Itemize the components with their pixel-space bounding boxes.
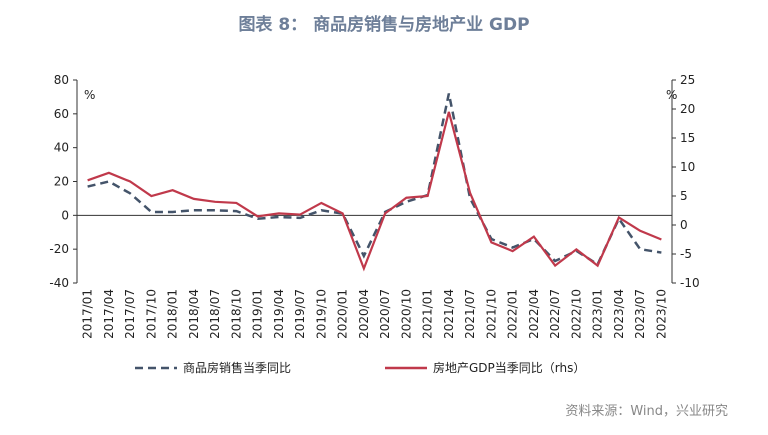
x-tick-label: 2019/07: [293, 289, 307, 339]
x-tick-label: 2022/01: [506, 289, 520, 339]
y-tick-label: 20: [54, 175, 69, 189]
x-tick-label: 2021/01: [421, 289, 435, 339]
x-tick-label: 2023/01: [591, 289, 605, 339]
x-tick-label: 2018/07: [208, 289, 222, 339]
x-tick-label: 2021/07: [463, 289, 477, 339]
y2-tick-label: -10: [680, 276, 700, 290]
y2-tick-label: 25: [680, 73, 695, 87]
y2-tick-label: -5: [680, 247, 692, 261]
y2-tick-label: 0: [680, 218, 688, 232]
y-tick-label: 0: [61, 208, 69, 222]
x-tick-label: 2023/07: [633, 289, 647, 339]
series-line: [87, 111, 662, 272]
x-tick-label: 2022/04: [527, 289, 541, 339]
x-tick-label: 2017/04: [102, 289, 116, 339]
x-tick-label: 2020/10: [399, 289, 413, 339]
y-tick-label: 60: [54, 107, 69, 121]
y-tick-label: -40: [49, 276, 69, 290]
legend-label: 房地产GDP当季同比（rhs）: [433, 360, 585, 375]
y-unit: %: [84, 88, 95, 102]
x-tick-label: 2017/07: [123, 289, 137, 339]
y2-tick-label: 10: [680, 160, 695, 174]
x-tick-label: 2018/04: [187, 289, 201, 339]
x-tick-label: 2019/04: [272, 289, 286, 339]
x-tick-label: 2020/01: [336, 289, 350, 339]
x-tick-label: 2020/04: [357, 289, 371, 339]
x-tick-label: 2022/10: [569, 289, 583, 339]
x-tick-label: 2017/01: [81, 289, 95, 339]
legend-label: 商品房销售当季同比: [183, 360, 291, 375]
x-tick-label: 2018/01: [166, 289, 180, 339]
chart-title: 图表 8： 商品房销售与房地产业 GDP: [238, 14, 529, 35]
x-tick-label: 2023/10: [654, 289, 668, 339]
x-tick-label: 2023/04: [612, 289, 626, 339]
y-tick-label: -20: [49, 242, 69, 256]
y-tick-label: 40: [54, 141, 69, 155]
source: 资料来源：Wind，兴业研究: [565, 404, 728, 419]
x-tick-label: 2020/07: [378, 289, 392, 339]
series-line: [87, 93, 662, 267]
x-tick-label: 2021/10: [484, 289, 498, 339]
x-tick-label: 2017/10: [144, 289, 158, 339]
x-tick-label: 2019/10: [314, 289, 328, 339]
y2-tick-label: 20: [680, 102, 695, 116]
x-tick-label: 2021/04: [442, 289, 456, 339]
y2-tick-label: 15: [680, 131, 695, 145]
x-tick-label: 2022/07: [548, 289, 562, 339]
y-tick-label: 80: [54, 73, 69, 87]
y2-tick-label: 5: [680, 189, 688, 203]
x-tick-label: 2018/10: [229, 289, 243, 339]
x-tick-label: 2019/01: [251, 289, 265, 339]
